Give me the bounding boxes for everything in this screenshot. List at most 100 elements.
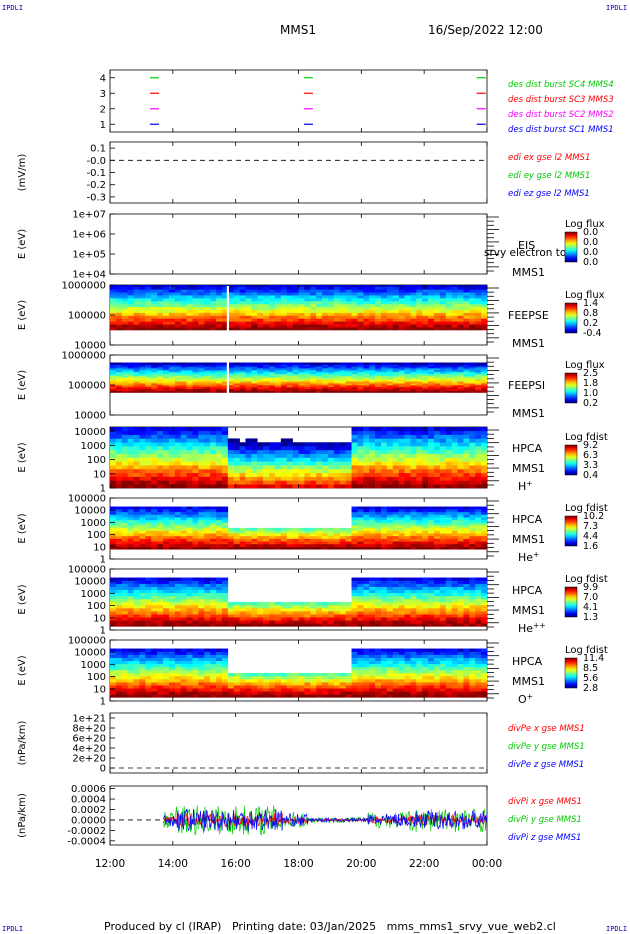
feepse-cell	[280, 285, 288, 287]
hpca-he2-cell	[375, 617, 382, 621]
hpca-he1-cell	[322, 546, 329, 550]
hpca-he1-cell	[433, 530, 441, 534]
hpca-h-cell	[180, 449, 187, 454]
hpca-h-cell	[133, 457, 140, 462]
hpca-he1-cell	[286, 527, 293, 531]
hpca-he1-cell	[198, 541, 205, 545]
feepsi-cell	[115, 385, 123, 388]
hpca-h-cell	[469, 468, 476, 474]
hpca-h-cell	[416, 472, 423, 477]
feepsi-cell	[422, 385, 429, 388]
feepsi-cell	[345, 366, 352, 369]
feepsi-cell	[369, 379, 376, 382]
feepse-cell	[433, 298, 441, 302]
hpca-he2-cell	[398, 598, 405, 603]
hpca-he2-cell	[339, 601, 346, 606]
feepsi-cell	[239, 386, 246, 390]
feepsi-cell	[168, 362, 176, 365]
hpca-he2-cell	[145, 620, 152, 624]
hpca-he1-cell	[475, 530, 482, 534]
feepsi-cell	[339, 377, 346, 380]
feepsi-cell	[115, 379, 123, 382]
feepse-cell	[292, 309, 299, 313]
hpca-he2-cell	[369, 620, 376, 624]
hpca-h-cell	[180, 427, 187, 432]
hpca-h-cell	[233, 472, 240, 477]
hpca-he1-cell	[439, 514, 447, 518]
feepse-cell	[451, 327, 458, 331]
feepse-cell	[110, 292, 117, 296]
hpca-he1-cell	[416, 506, 423, 510]
hpca-h-cell	[280, 461, 288, 466]
feepse-cell	[145, 315, 152, 319]
feepse-cell	[422, 292, 429, 296]
hpca-h-cell	[457, 453, 464, 458]
hpca-he2-cell	[439, 611, 447, 615]
hpca-he2-cell	[416, 595, 423, 600]
hpca-h-cell	[469, 430, 476, 435]
feepsi-cell	[139, 383, 146, 386]
feepse-cell	[404, 286, 411, 290]
feepsi-cell	[469, 377, 476, 380]
feepse-cell	[274, 292, 282, 296]
feepse-cell	[121, 300, 128, 305]
hpca-h-cell	[168, 449, 176, 454]
feepse-cell	[475, 285, 482, 287]
hpca-h-cell	[386, 457, 394, 462]
feepse-cell	[280, 309, 288, 313]
feepsi-cell	[322, 388, 329, 391]
hpca-he2-cell	[127, 614, 134, 618]
feepsi-cell	[257, 368, 264, 371]
feepse-cell	[127, 295, 134, 299]
feepsi-cell	[422, 371, 429, 375]
feepsi-cell	[216, 386, 223, 390]
hpca-h-cell	[186, 461, 193, 466]
feepse-cell	[263, 327, 270, 331]
feepse-cell	[210, 295, 217, 299]
hpca-h-cell	[333, 461, 341, 466]
feepse-cell	[163, 312, 170, 316]
hpca-h-cell	[115, 453, 123, 458]
hpca-h-cell	[451, 442, 458, 447]
hpca-he2-cell	[110, 589, 117, 594]
hpca-h-cell	[428, 457, 435, 462]
feepsi-cell	[151, 388, 158, 391]
hpca-he1-cell	[398, 517, 405, 521]
feepsi-cell	[274, 379, 282, 382]
feepsi-cell	[145, 364, 152, 367]
feepse-cell	[416, 300, 423, 305]
feepse-cell	[298, 306, 305, 310]
feepse-cell	[363, 312, 370, 316]
hpca-he2-cell	[198, 598, 205, 603]
hpca-he1-cell	[298, 530, 305, 534]
hpca-he2-cell	[163, 604, 170, 609]
hpca-h-cell	[363, 472, 370, 477]
hpca-he2-cell	[386, 586, 394, 591]
hpca-he2-cell	[133, 583, 140, 587]
feepse-cell	[345, 312, 352, 316]
hpca-he1-cell	[445, 535, 452, 539]
feepsi-cell	[475, 385, 482, 388]
hpca-he1-cell	[451, 514, 458, 518]
hpca-he2-cell	[292, 623, 299, 627]
hpca-h-cell	[345, 472, 352, 477]
hpca-he2-cell	[180, 608, 187, 612]
feepse-cell	[286, 321, 293, 325]
hpca-he1-cell	[227, 535, 234, 539]
hpca-h-cell	[357, 453, 364, 458]
feepsi-cell	[351, 388, 358, 391]
feepse-cell	[345, 285, 352, 287]
hpca-he2-cell	[145, 583, 152, 587]
feepsi-cell	[198, 377, 205, 380]
feepse-cell	[257, 318, 264, 322]
feepse-cell	[363, 285, 370, 287]
hpca-he2-cell	[127, 601, 134, 606]
hpca-he2-cell	[428, 604, 435, 609]
hpca-he2-cell	[204, 611, 211, 615]
hpca-h-cell	[133, 461, 140, 466]
feepse-cell	[121, 306, 128, 310]
feepse-cell	[416, 292, 423, 296]
hpca-h-cell	[210, 480, 217, 485]
hpca-he1-cell	[216, 522, 223, 526]
